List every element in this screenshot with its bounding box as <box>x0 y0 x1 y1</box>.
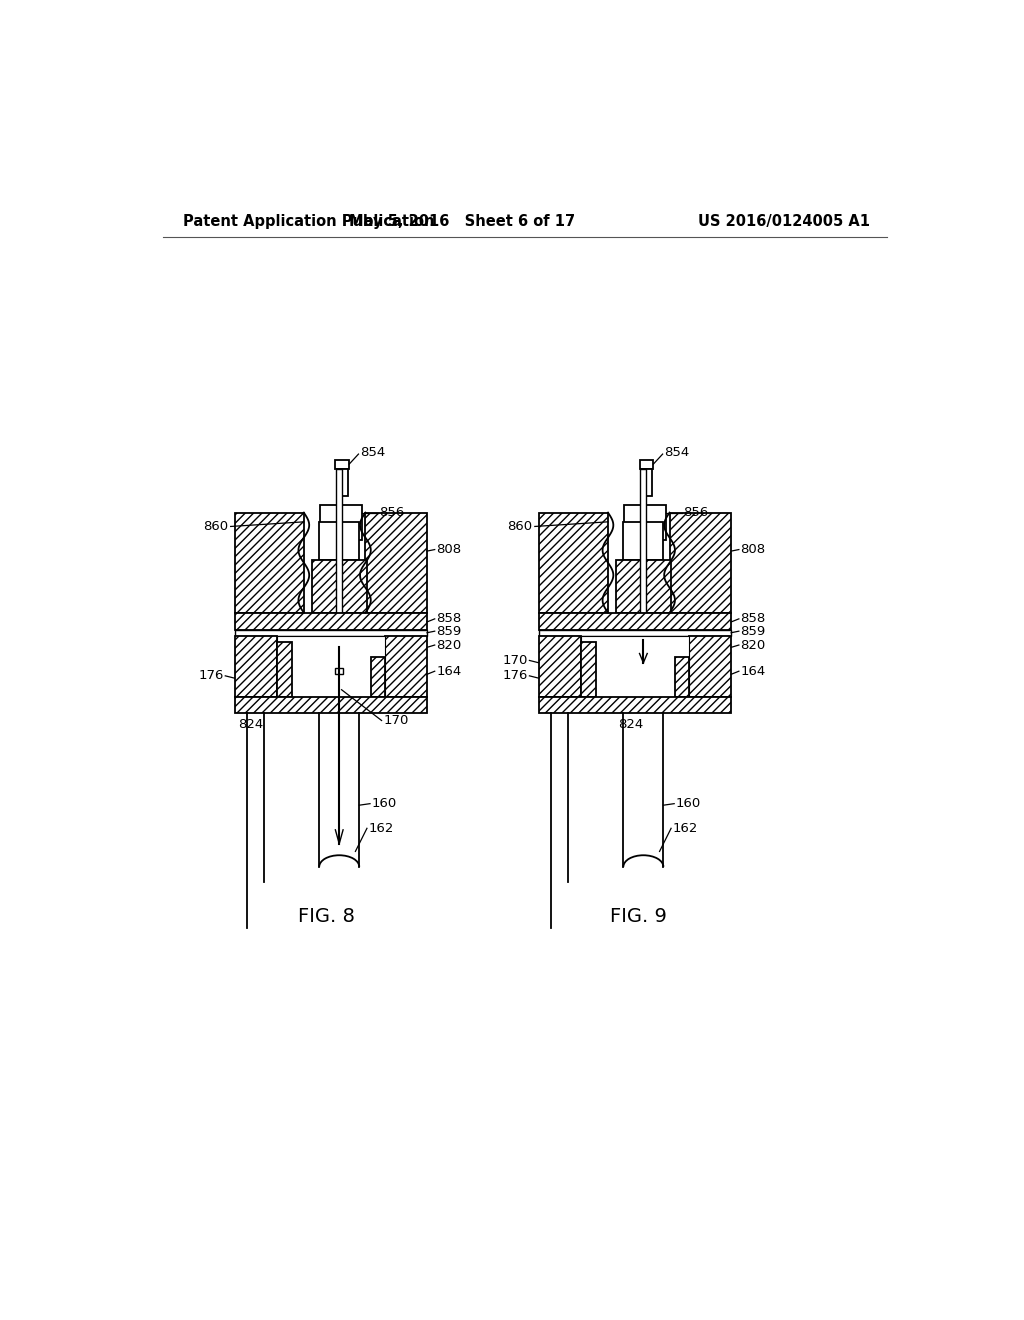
Text: 858: 858 <box>436 612 462 626</box>
Text: 808: 808 <box>436 543 462 556</box>
Bar <box>276 636 385 697</box>
Bar <box>234 512 304 612</box>
Bar <box>371 657 385 697</box>
Text: 820: 820 <box>740 639 766 652</box>
Text: 860: 860 <box>507 520 532 533</box>
Bar <box>366 512 427 612</box>
Bar <box>624 521 664 560</box>
Text: FIG. 8: FIG. 8 <box>298 907 355 927</box>
Text: 820: 820 <box>436 639 462 652</box>
Bar <box>640 461 653 470</box>
Text: 856: 856 <box>683 506 709 519</box>
Text: FIG. 9: FIG. 9 <box>610 907 668 927</box>
Bar <box>581 642 596 697</box>
Text: 858: 858 <box>740 612 766 626</box>
Text: 170: 170 <box>383 714 409 727</box>
Bar <box>336 461 349 470</box>
Text: 854: 854 <box>665 446 689 459</box>
Text: May 5, 2016   Sheet 6 of 17: May 5, 2016 Sheet 6 of 17 <box>348 214 574 230</box>
Text: 170: 170 <box>503 653 528 667</box>
Text: 160: 160 <box>372 797 397 810</box>
Bar <box>581 636 689 697</box>
Text: Patent Application Publication: Patent Application Publication <box>183 214 434 230</box>
Bar <box>539 630 731 636</box>
Bar <box>276 642 292 697</box>
Bar <box>385 636 427 697</box>
Bar <box>336 668 343 673</box>
Text: 164: 164 <box>436 665 462 677</box>
Bar <box>689 636 731 697</box>
Text: 176: 176 <box>199 669 223 682</box>
Bar <box>336 470 342 612</box>
Bar <box>675 657 689 697</box>
Bar <box>234 636 276 697</box>
Bar <box>539 636 581 697</box>
Bar <box>670 512 731 612</box>
Bar <box>234 630 427 636</box>
Bar <box>625 506 667 540</box>
Text: 808: 808 <box>740 543 766 556</box>
Text: 859: 859 <box>740 624 766 638</box>
Bar <box>234 612 427 630</box>
Bar <box>311 560 367 612</box>
Text: 162: 162 <box>369 822 394 834</box>
Text: 162: 162 <box>673 822 698 834</box>
Text: 856: 856 <box>379 506 404 519</box>
Bar <box>539 512 608 612</box>
Bar <box>539 697 731 713</box>
Bar <box>319 521 359 560</box>
Text: 859: 859 <box>436 624 462 638</box>
Bar <box>641 470 652 496</box>
Text: 824: 824 <box>239 718 263 731</box>
Text: 164: 164 <box>740 665 766 677</box>
Bar <box>539 612 731 630</box>
Text: 160: 160 <box>676 797 701 810</box>
Text: 176: 176 <box>503 669 528 682</box>
Bar <box>234 697 427 713</box>
Bar <box>615 560 671 612</box>
Text: 860: 860 <box>203 520 228 533</box>
Bar <box>640 470 646 612</box>
Text: US 2016/0124005 A1: US 2016/0124005 A1 <box>697 214 869 230</box>
Text: 854: 854 <box>360 446 385 459</box>
Text: 824: 824 <box>618 718 644 731</box>
Bar <box>337 470 348 496</box>
Bar <box>319 506 362 540</box>
